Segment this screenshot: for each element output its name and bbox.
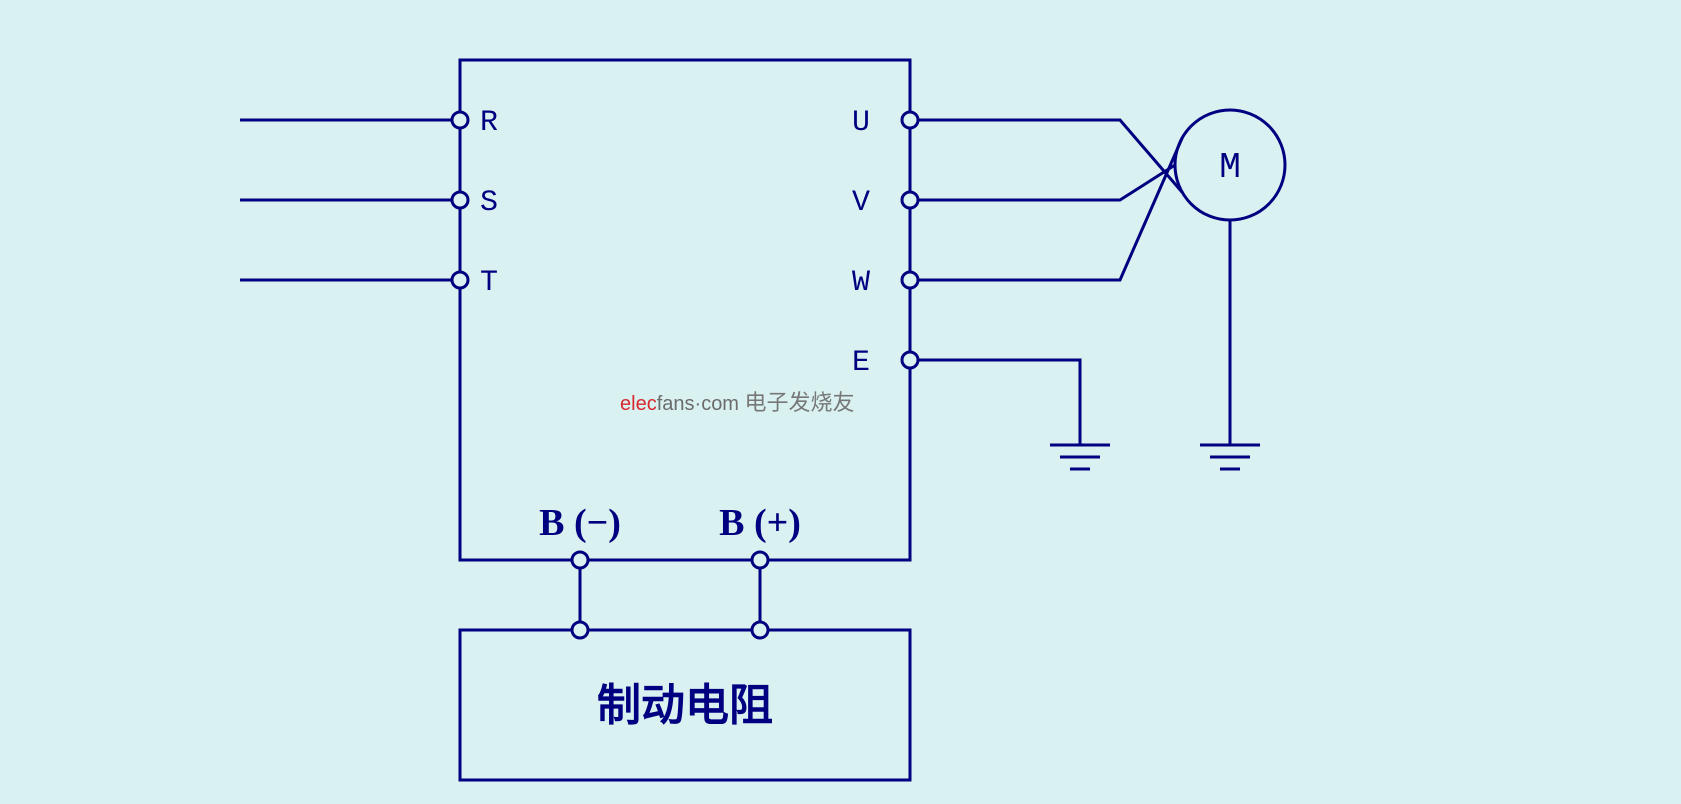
- terminal-E: [902, 352, 918, 368]
- label-S: S: [480, 186, 498, 220]
- terminal-U: [902, 112, 918, 128]
- wire-E-ground: [918, 360, 1080, 445]
- label-V: V: [852, 186, 870, 220]
- label-B (−): B (−): [539, 502, 621, 544]
- inverter-box: [460, 60, 910, 560]
- label-T: T: [480, 266, 498, 300]
- label-U: U: [852, 106, 870, 140]
- motor-label: M: [1219, 147, 1241, 188]
- label-W: W: [852, 266, 870, 300]
- terminal-S: [452, 192, 468, 208]
- circuit-diagram: 制动电阻 R S T U V W E B (−) B (+) Melecfans·com 电子发烧友: [0, 0, 1681, 804]
- terminal-main-B+: [752, 552, 768, 568]
- terminal-R: [452, 112, 468, 128]
- terminal-res-B: [572, 622, 588, 638]
- wire-V-motor: [918, 165, 1175, 200]
- label-B (+): B (+): [719, 502, 801, 544]
- wire-W-motor: [918, 138, 1182, 281]
- brake-resistor-label: 制动电阻: [597, 681, 773, 730]
- terminal-main-B: [572, 552, 588, 568]
- terminal-W: [902, 272, 918, 288]
- label-E: E: [852, 346, 870, 380]
- terminal-T: [452, 272, 468, 288]
- wire-U-motor: [918, 120, 1182, 193]
- label-R: R: [480, 106, 498, 140]
- terminal-res-B+: [752, 622, 768, 638]
- terminal-V: [902, 192, 918, 208]
- watermark: elecfans·com 电子发烧友: [620, 390, 855, 415]
